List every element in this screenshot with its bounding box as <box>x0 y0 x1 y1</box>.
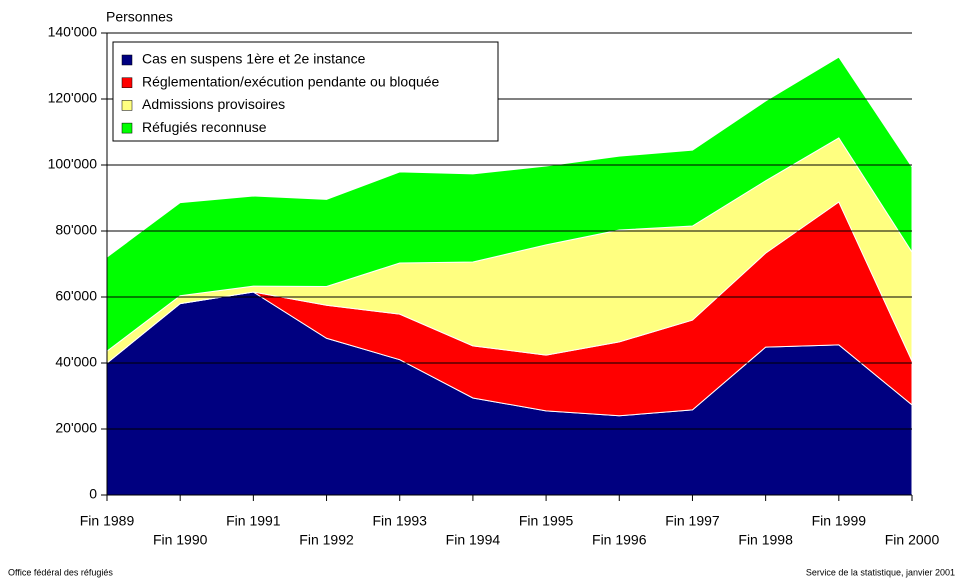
legend-label: Admissions provisoires <box>142 96 285 112</box>
legend-swatch <box>121 122 133 134</box>
y-tick-label: 120'000 <box>48 90 98 106</box>
legend-swatch <box>121 77 133 88</box>
x-tick-label: Fin 1997 <box>665 513 720 529</box>
x-tick-label: Fin 1996 <box>592 532 647 548</box>
legend-box <box>112 41 499 142</box>
x-tick-label: Fin 1999 <box>812 513 867 529</box>
y-tick-label: 40'000 <box>55 354 97 370</box>
y-tick-label: 140'000 <box>48 24 98 40</box>
x-tick-label: Fin 1993 <box>372 513 427 529</box>
x-tick-label: Fin 1992 <box>299 532 354 548</box>
y-tick-label: 0 <box>89 486 97 502</box>
x-tick-label: Fin 1998 <box>738 532 793 548</box>
x-tick-label: Fin 1990 <box>153 532 208 548</box>
y-axis-label: Personnes <box>106 9 173 25</box>
x-tick-label: Fin 1989 <box>80 513 135 529</box>
legend-label: Réfugiés reconnuse <box>142 119 267 135</box>
x-tick-label: Fin 1995 <box>519 513 574 529</box>
footer-right: Service de la statistique, janvier 2001 <box>806 567 955 577</box>
legend-swatch <box>121 54 133 66</box>
y-tick-label: 80'000 <box>55 222 97 238</box>
legend-label: Cas en suspens 1ère et 2e instance <box>142 51 366 67</box>
y-tick-label: 100'000 <box>48 156 98 172</box>
footer-left: Office fédéral des réfugiés <box>8 567 113 577</box>
x-tick-label: Fin 1991 <box>226 513 281 529</box>
legend-swatch <box>121 100 133 111</box>
x-tick-label: Fin 2000 <box>885 532 940 548</box>
y-tick-label: 20'000 <box>55 420 97 436</box>
y-tick-label: 60'000 <box>55 288 97 304</box>
x-tick-label: Fin 1994 <box>446 532 501 548</box>
legend-label: Réglementation/exécution pendante ou blo… <box>142 73 440 89</box>
area <box>106 56 913 353</box>
